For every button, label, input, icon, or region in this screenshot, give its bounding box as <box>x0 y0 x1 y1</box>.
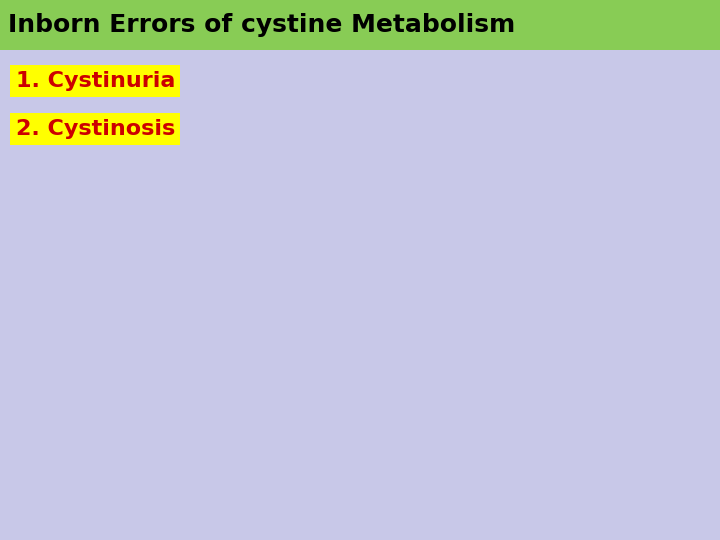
Text: 1. Cystinuria: 1. Cystinuria <box>16 71 176 91</box>
FancyBboxPatch shape <box>10 65 180 97</box>
FancyBboxPatch shape <box>0 0 720 50</box>
Text: Inborn Errors of cystine Metabolism: Inborn Errors of cystine Metabolism <box>8 13 516 37</box>
Text: 2. Cystinosis: 2. Cystinosis <box>16 119 175 139</box>
FancyBboxPatch shape <box>10 113 180 145</box>
